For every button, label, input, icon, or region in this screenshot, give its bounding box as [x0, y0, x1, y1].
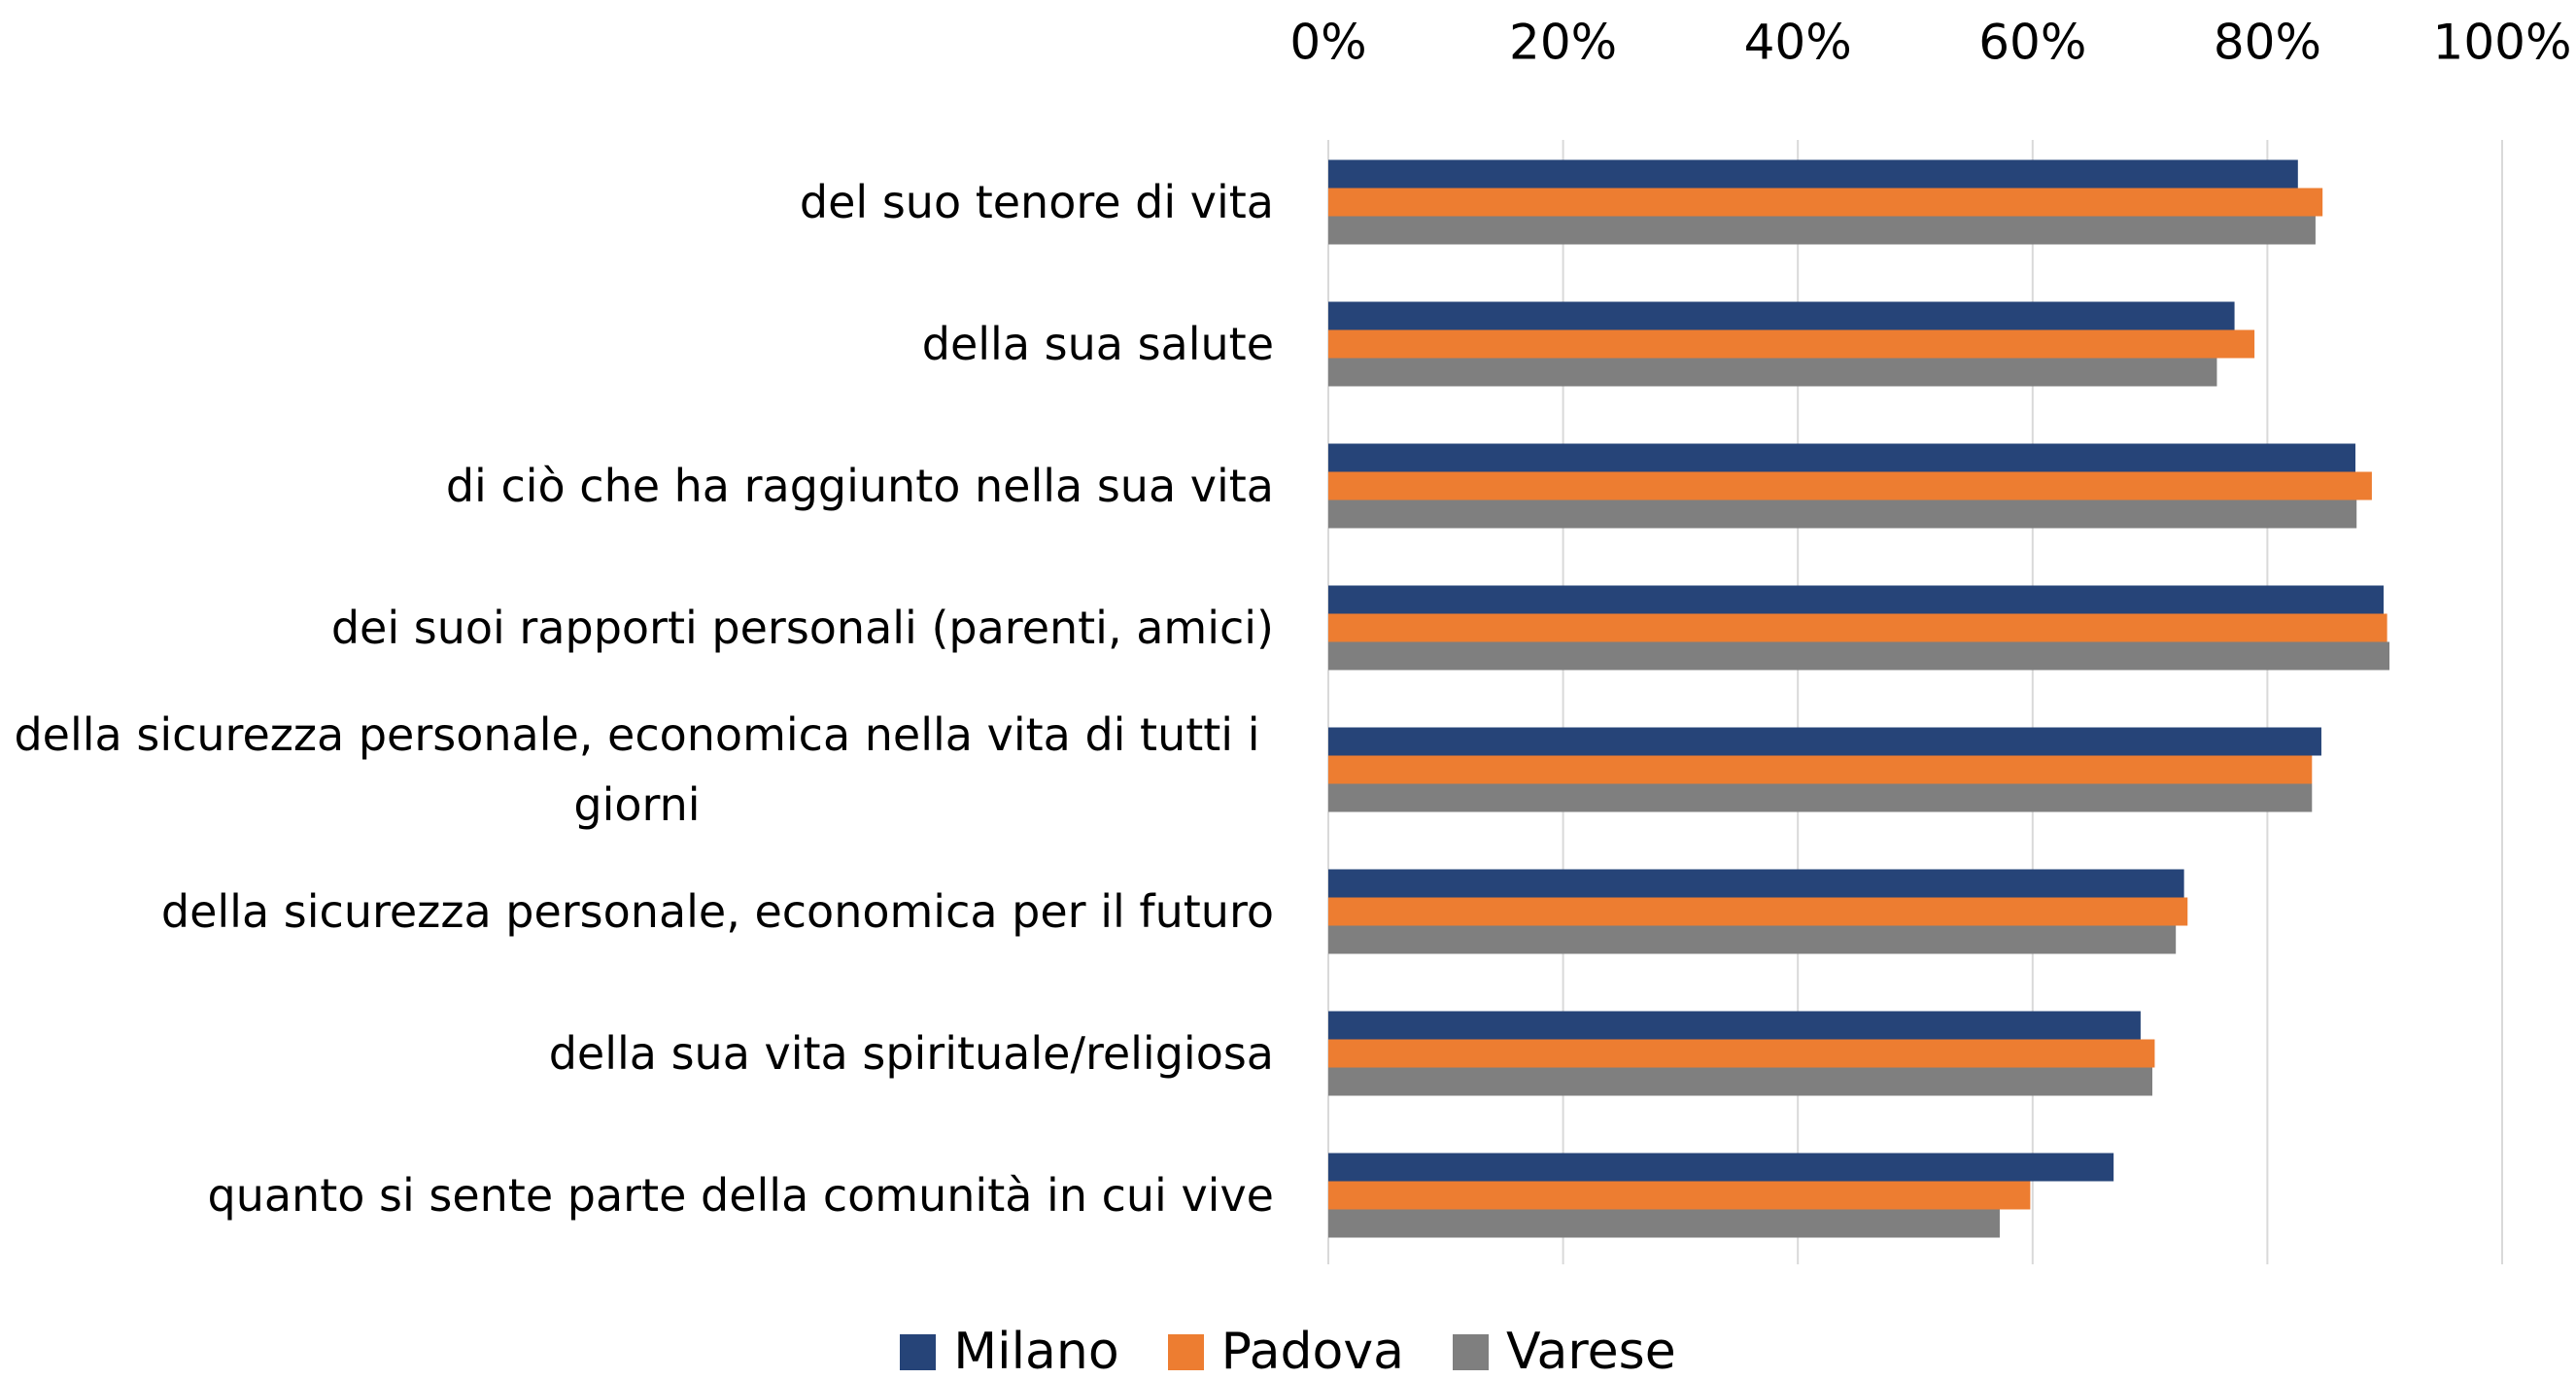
x-tick-label: 100% [2433, 15, 2572, 71]
legend-swatch [900, 1333, 937, 1370]
legend-item: Milano [900, 1322, 1119, 1379]
legend: Milano Padova Varese [0, 1322, 2576, 1379]
category-text: della sicurezza personale, economica per… [160, 885, 1274, 938]
bar [1328, 1039, 2155, 1068]
bar [1328, 897, 2188, 926]
category-text: dei suoi rapporti personali (parenti, am… [330, 602, 1274, 654]
bar [1328, 613, 2387, 642]
legend-label: Varese [1506, 1323, 1676, 1379]
bar [1328, 1153, 2114, 1182]
bar [1328, 1067, 2153, 1096]
category-label: del suo tenore di vita [0, 132, 1274, 272]
bar [1328, 727, 2321, 756]
legend-label: Padova [1220, 1323, 1405, 1379]
legend-item: Varese [1453, 1322, 1676, 1379]
bar [1328, 216, 2316, 245]
category-text: della sua vita spirituale/religiosa [548, 1027, 1274, 1080]
bar [1328, 500, 2357, 529]
x-tick-label: 80% [2214, 15, 2321, 71]
category-text: quanto si sente parte della comunità in … [207, 1169, 1275, 1222]
bar [1328, 1181, 2031, 1210]
category-text: di ciò che ha raggiunto nella sua vita [445, 460, 1274, 512]
category-label: quanto si sente parte della comunità in … [0, 1125, 1275, 1265]
bar [1328, 301, 2235, 330]
bar [1328, 358, 2217, 387]
x-tick-label: 40% [1744, 15, 1852, 71]
bar [1328, 329, 2255, 359]
category-label: della sicurezza personale, economica nel… [0, 700, 1274, 840]
x-tick-label: 60% [1978, 15, 2086, 71]
category-label: della sua salute [0, 274, 1274, 414]
legend-label: Milano [953, 1323, 1119, 1379]
bar [1328, 443, 2355, 472]
bar [1328, 641, 2390, 671]
category-text: della sicurezza personale, economica nel… [14, 708, 1260, 831]
category-text: della sua salute [921, 318, 1274, 370]
bar [1328, 783, 2313, 812]
legend-swatch [1167, 1333, 1204, 1370]
category-label: della sicurezza personale, economica per… [0, 842, 1274, 982]
bar [1328, 925, 2177, 954]
category-label: della sua vita spirituale/religiosa [0, 983, 1274, 1123]
legend-item: Padova [1167, 1322, 1405, 1379]
bar [1328, 1011, 2141, 1040]
category-label: di ciò che ha raggiunto nella sua vita [0, 416, 1274, 556]
bar [1328, 188, 2323, 217]
bar [1328, 1209, 2000, 1238]
bar [1328, 755, 2313, 784]
category-text: del suo tenore di vita [799, 176, 1274, 228]
bar [1328, 159, 2298, 189]
bar [1328, 471, 2372, 500]
bar [1328, 869, 2184, 898]
x-tick-label: 0% [1289, 15, 1366, 71]
bar [1328, 585, 2384, 614]
legend-swatch [1453, 1333, 1490, 1370]
category-label: dei suoi rapporti personali (parenti, am… [0, 558, 1274, 698]
x-tick-label: 20% [1509, 15, 1617, 71]
